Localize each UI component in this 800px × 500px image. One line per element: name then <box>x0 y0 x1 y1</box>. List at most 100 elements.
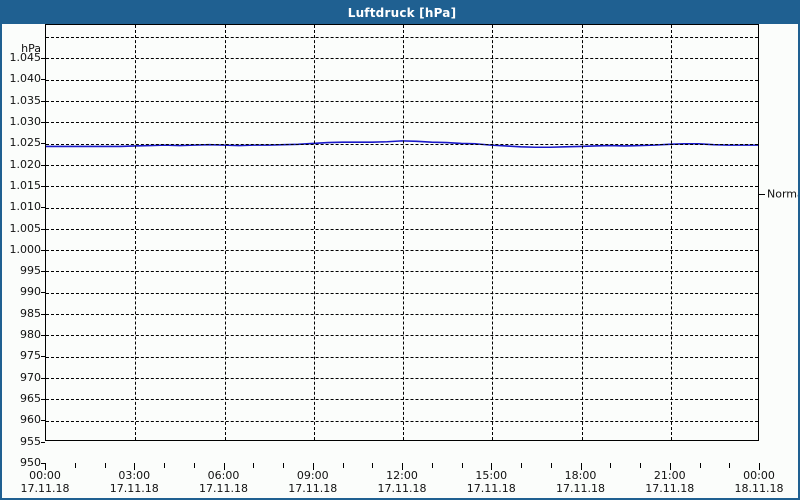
y-gridline <box>46 292 758 294</box>
y-gridline <box>46 335 758 337</box>
y-tick-label: 995 <box>20 264 41 278</box>
y-tick-mark <box>41 79 45 81</box>
y-tick-label: 1.030 <box>9 114 42 128</box>
y-tick-label: 975 <box>20 349 41 363</box>
x-tick-mark <box>699 463 701 468</box>
y-gridline <box>46 314 758 316</box>
y-tick-mark <box>41 399 45 401</box>
y-gridline <box>46 207 758 209</box>
y-axis-unit-label: hPa <box>21 42 41 55</box>
x-tick-label: 00:00 17.11.18 <box>21 469 70 495</box>
series-line-luftdruck <box>46 140 758 149</box>
x-gridline <box>135 25 137 440</box>
y-tick-mark <box>41 164 45 166</box>
y-gridline <box>46 378 758 380</box>
x-tick-mark <box>312 463 314 470</box>
y-gridline <box>46 420 758 422</box>
y-tick-label: 955 <box>20 434 41 448</box>
y-tick-label: 1.025 <box>9 136 42 150</box>
y-gridline <box>46 186 758 188</box>
y-tick-mark <box>41 100 45 102</box>
y-tick-mark <box>41 121 45 123</box>
y-tick-label: 1.000 <box>9 242 42 256</box>
x-tick-mark <box>134 463 136 470</box>
normal-reference-label: Normal <box>767 187 798 201</box>
y-tick-label: 960 <box>20 413 41 427</box>
x-tick-mark <box>610 463 612 468</box>
x-tick-date: 17.11.18 <box>109 482 159 495</box>
x-tick-label: 12:00 17.11.18 <box>378 469 427 495</box>
y-gridline <box>46 143 758 145</box>
x-tick-date: 17.11.18 <box>645 482 695 495</box>
x-gridline <box>670 25 672 440</box>
normal-reference-tick <box>759 194 765 196</box>
x-axis: 00:00 17.11.18 03:00 17.11.18 06:00 17.11.18 0… <box>2 463 798 498</box>
x-tick-mark <box>193 463 195 468</box>
y-tick-mark <box>41 377 45 379</box>
x-tick-mark <box>283 463 284 468</box>
x-tick-date: 17.11.18 <box>20 482 70 495</box>
y-tick-mark <box>41 58 45 59</box>
x-tick-time: 18:00 <box>564 469 597 482</box>
x-tick-label: 06:00 17.11.18 <box>199 469 248 495</box>
x-tick-time: 06:00 <box>207 469 240 482</box>
x-gridline <box>492 25 494 440</box>
x-tick-time: 09:00 <box>296 469 329 482</box>
x-tick-date: 17.11.18 <box>377 482 427 495</box>
x-tick-date: 17.11.18 <box>466 482 516 495</box>
y-tick-mark <box>41 292 45 294</box>
x-tick-label: 09:00 17.11.18 <box>288 469 337 495</box>
x-tick-mark <box>729 463 731 468</box>
y-tick-mark <box>41 441 45 443</box>
y-gridline <box>46 100 758 102</box>
y-tick-mark <box>41 185 45 187</box>
x-tick-mark <box>580 463 582 470</box>
x-tick-date: 17.11.18 <box>199 482 248 495</box>
x-tick-mark <box>461 463 463 468</box>
x-tick-label: 00:00 18.11.18 <box>735 469 784 495</box>
y-gridline <box>46 399 758 401</box>
x-tick-mark <box>45 463 46 470</box>
x-tick-time: 15:00 <box>475 469 508 482</box>
y-tick-mark <box>41 356 45 358</box>
x-tick-time: 00:00 <box>743 469 775 482</box>
x-tick-mark <box>74 463 76 468</box>
y-axis: hPa 1.045 1.040 1.035 1.030 1.025 1.020 1.015 1… <box>2 24 45 468</box>
y-tick-mark <box>41 228 45 230</box>
y-tick-label: 1.020 <box>9 157 42 171</box>
x-tick-mark <box>431 463 433 468</box>
y-tick-label: 985 <box>20 306 41 320</box>
y-tick-label: 1.010 <box>9 200 42 214</box>
y-tick-mark <box>41 463 45 464</box>
y-gridline <box>46 37 758 38</box>
x-gridline <box>224 25 226 440</box>
y-gridline <box>46 250 758 252</box>
y-gridline <box>46 271 758 273</box>
x-tick-mark <box>550 463 552 468</box>
x-tick-time: 03:00 <box>118 469 151 482</box>
y-gridline <box>46 164 758 166</box>
x-tick-time: 21:00 <box>653 469 686 482</box>
x-tick-mark <box>164 463 165 468</box>
y-gridline <box>46 356 758 358</box>
y-tick-label: 980 <box>20 328 41 342</box>
page-title: Luftdruck [hPa] <box>347 6 457 20</box>
y-tick-label: 970 <box>20 370 41 384</box>
y-tick-mark <box>41 249 45 251</box>
y-tick-label: 1.045 <box>9 51 42 64</box>
x-tick-label: 03:00 17.11.18 <box>110 469 159 495</box>
x-tick-label: 18:00 17.11.18 <box>556 469 605 495</box>
y-gridline <box>46 228 758 230</box>
y-tick-mark <box>41 335 45 337</box>
x-gridline <box>581 25 583 440</box>
x-tick-mark <box>372 463 374 468</box>
x-tick-mark <box>491 463 493 470</box>
y-tick-label: 965 <box>20 392 41 406</box>
x-tick-time: 12:00 <box>386 469 418 482</box>
y-gridline <box>46 58 758 60</box>
y-tick-label: 990 <box>20 285 41 299</box>
y-tick-label: 1.040 <box>9 72 42 86</box>
x-gridline <box>313 25 315 440</box>
x-tick-date: 17.11.18 <box>556 482 605 495</box>
